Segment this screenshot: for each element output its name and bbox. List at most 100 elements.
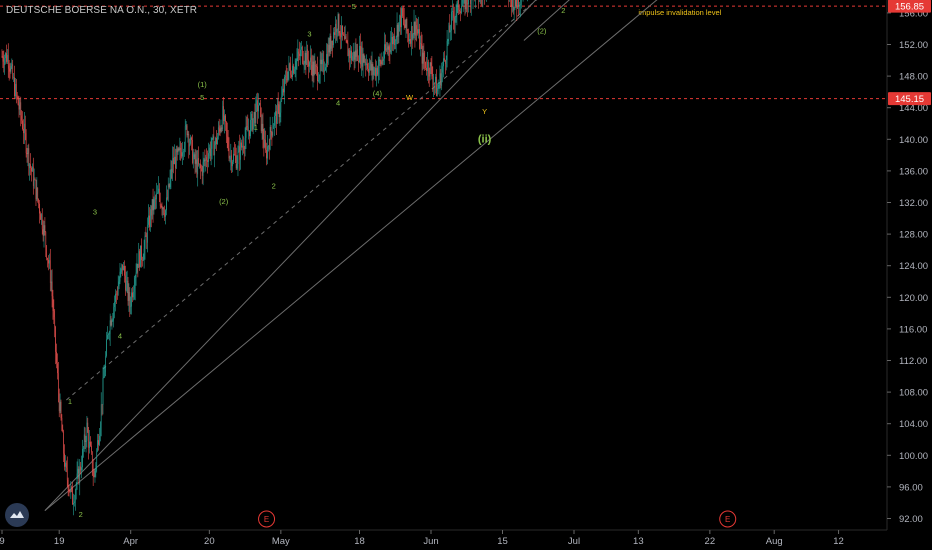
candle-body [461,5,462,13]
candle-body [446,41,448,61]
candle-body [197,158,199,175]
candle-body [132,292,133,298]
candle-body [299,53,300,57]
candle-body [330,35,332,49]
candle-body [413,22,415,35]
candle-body [517,0,519,10]
candle-body [41,214,42,220]
candle-body [234,154,236,156]
candle-body [301,46,303,63]
candle-body [358,60,359,63]
candle-body [388,46,390,50]
tradingview-logo-icon[interactable] [5,503,29,527]
candle-body [233,153,234,162]
candle-body [137,263,139,268]
candle-body [236,164,238,169]
channel-line [523,0,570,41]
candle-body [352,51,354,57]
candle-body [90,441,91,446]
candle-body [364,61,366,63]
candle-body [460,11,461,13]
candle-body [432,76,434,85]
candle-body [93,475,95,477]
candle-body [20,102,22,116]
event-marker-label: E [725,515,730,524]
candle-body [387,46,389,50]
candle-body [149,215,150,227]
candle-body [146,236,148,243]
candle-body [516,5,518,10]
candle-body [31,167,32,172]
candle-body [76,473,78,486]
candle-body [243,149,245,150]
candle-body [354,50,356,60]
candle-body [251,113,252,120]
candle-body [117,286,119,295]
x-tick-label: 22 [705,536,716,547]
candle-body [104,372,106,377]
candle-body [514,0,516,7]
candle-body [357,49,359,61]
candle-body [242,145,244,150]
candle-body [350,50,351,59]
candle-body [416,25,418,30]
candle-body [245,126,247,138]
candle-body [83,434,85,448]
candle-body [247,127,249,132]
candle-body [230,155,232,159]
candle-body [439,73,441,85]
candle-body [220,127,222,132]
candle-body [453,11,454,18]
candle-body [309,62,310,67]
candle-body [209,147,210,154]
candle-body [520,0,522,5]
candle-body [379,59,381,62]
candle-body [231,155,233,167]
candle-body [85,440,87,442]
candle-body [7,55,8,62]
candle-body [371,64,373,71]
candle-body [225,115,226,122]
candle-body [114,302,115,307]
candle-body [44,225,46,233]
candle-body [41,214,43,230]
candle-body [339,33,341,37]
candle-body [83,447,84,449]
candle-body [218,127,220,129]
candle-body [280,100,282,113]
candle-body [362,54,364,67]
candle-body [138,251,140,268]
candle-body [116,294,118,295]
candle-body [459,9,460,12]
candle-body [248,130,249,132]
candle-body [181,152,182,157]
candle-body [6,53,7,62]
candle-body [470,0,472,4]
candle-body [252,118,254,130]
candle-body [451,11,452,31]
candle-body [342,25,343,35]
candle-body [45,232,47,246]
candle-body [258,105,259,112]
candle-body [108,334,109,336]
candle-body [156,193,157,200]
candle-body [70,486,72,492]
y-tick-label: 100.00 [899,451,928,462]
candle-body [150,209,152,216]
candle-body [297,51,299,58]
y-tick-label: 136.00 [899,166,928,177]
candle-body [452,11,453,12]
x-tick-label: Jun [423,536,438,547]
candle-body [383,58,384,61]
candle-body [403,17,405,25]
candle-body [158,188,159,193]
candle-body [264,140,266,148]
candle-body [369,66,370,73]
candle-body [331,40,333,49]
candle-body [298,51,300,54]
candle-body [144,235,146,249]
candle-body [436,76,437,96]
candle-body [511,0,512,7]
y-tick-label: 112.00 [899,356,927,367]
